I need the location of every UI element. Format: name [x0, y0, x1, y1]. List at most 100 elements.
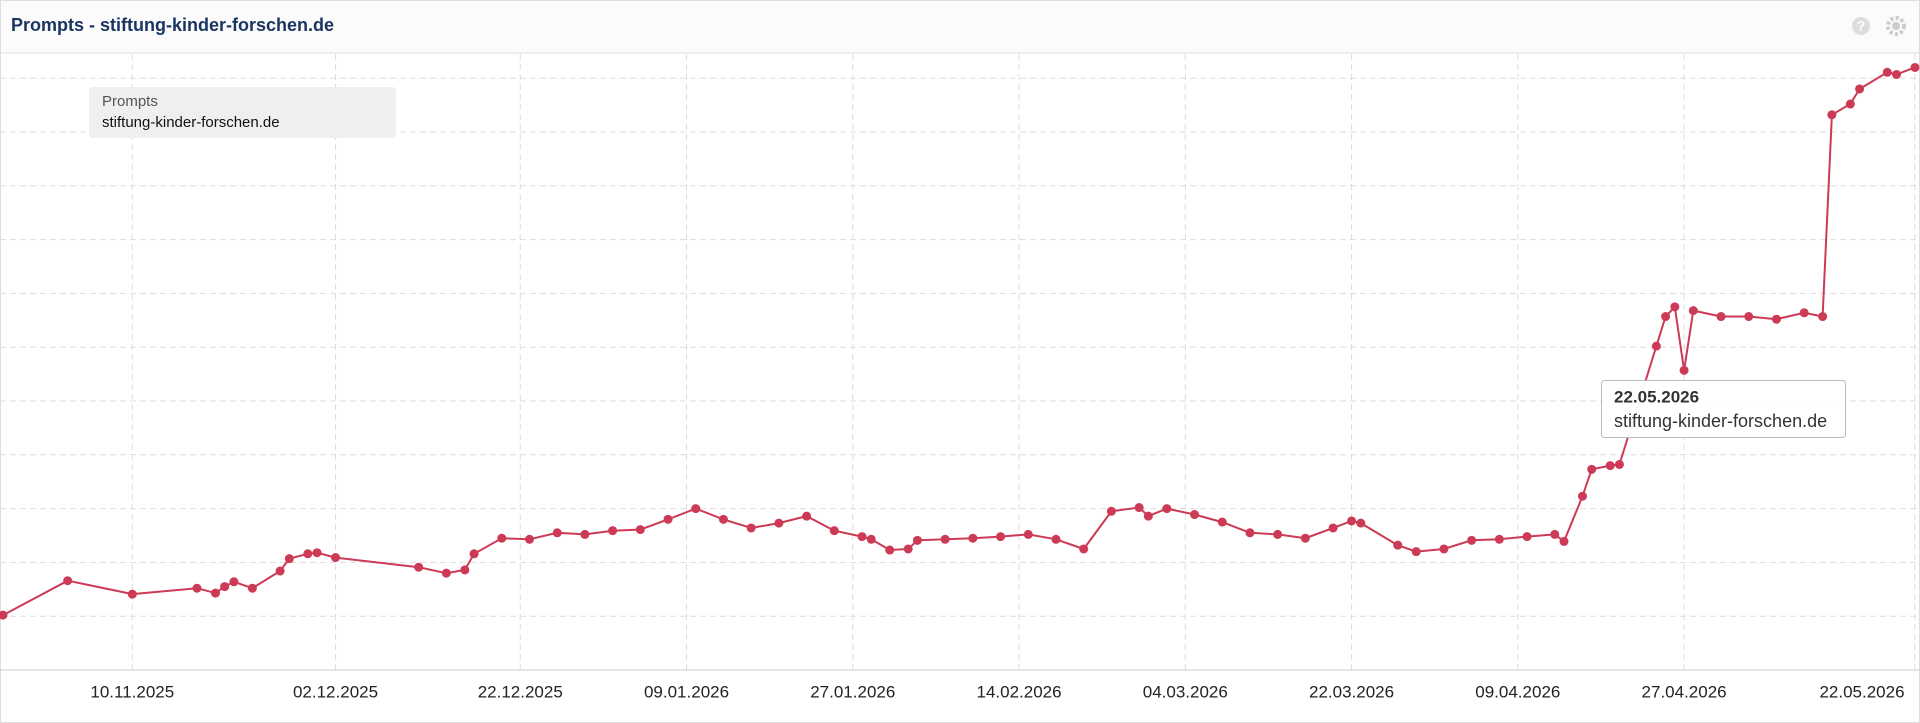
data-point	[192, 583, 202, 593]
data-point	[1550, 529, 1560, 539]
data-point	[0, 610, 8, 620]
data-point	[691, 504, 701, 514]
data-point	[1522, 532, 1532, 542]
data-point	[1162, 504, 1172, 514]
data-point	[469, 549, 479, 559]
data-point	[1827, 110, 1837, 120]
x-tick-label: 27.04.2026	[1642, 682, 1727, 701]
data-point	[1217, 517, 1227, 527]
x-tick-label: 09.04.2026	[1475, 682, 1560, 701]
data-point	[1855, 84, 1865, 94]
data-point	[1328, 523, 1338, 533]
data-point	[912, 535, 922, 545]
x-tick-label: 02.12.2025	[293, 682, 378, 701]
data-point	[1882, 67, 1892, 77]
data-point	[284, 554, 294, 564]
data-point	[303, 549, 313, 559]
data-point	[1744, 312, 1754, 322]
data-point	[746, 523, 756, 533]
tooltip: 22.05.2026 stiftung-kinder-forschen.de	[1601, 380, 1846, 438]
data-point	[802, 511, 812, 521]
data-point	[718, 514, 728, 524]
data-point	[1670, 302, 1680, 312]
header	[1, 1, 1919, 53]
data-point	[663, 514, 673, 524]
data-point	[580, 529, 590, 539]
data-point	[524, 534, 534, 544]
data-point	[1273, 529, 1283, 539]
legend-title: Prompts	[102, 93, 158, 110]
data-point	[829, 526, 839, 536]
data-point	[1910, 62, 1920, 72]
data-point	[220, 582, 230, 592]
data-point	[968, 533, 978, 543]
data-point	[441, 568, 451, 578]
data-point	[1799, 308, 1809, 318]
data-point	[414, 562, 424, 572]
data-point	[1051, 534, 1061, 544]
data-point	[1716, 312, 1726, 322]
x-tick-label: 22.12.2025	[478, 682, 563, 701]
data-point	[552, 528, 562, 538]
data-point	[1651, 341, 1661, 351]
legend-box	[89, 87, 396, 138]
data-point	[1393, 540, 1403, 550]
data-point	[1356, 518, 1366, 528]
data-point	[1023, 529, 1033, 539]
data-point	[275, 566, 285, 576]
data-point	[497, 533, 507, 543]
x-tick-label: 22.05.2026	[1819, 682, 1904, 701]
data-point	[210, 588, 220, 598]
data-point	[1605, 461, 1615, 471]
data-point	[1892, 69, 1902, 79]
x-tick-label: 04.03.2026	[1143, 682, 1228, 701]
data-point	[1411, 547, 1421, 557]
data-point	[1300, 533, 1310, 543]
data-point	[1134, 503, 1144, 513]
data-point	[460, 565, 470, 575]
data-point	[857, 532, 867, 542]
data-point	[903, 544, 913, 554]
data-point	[1143, 511, 1153, 521]
settings-icon[interactable]	[1886, 16, 1906, 36]
x-tick-label: 14.02.2026	[976, 682, 1061, 701]
tooltip-date: 22.05.2026	[1614, 387, 1699, 406]
data-point	[1577, 491, 1587, 501]
data-point	[1245, 528, 1255, 538]
tooltip-label: stiftung-kinder-forschen.de	[1614, 411, 1827, 431]
data-point	[940, 534, 950, 544]
chart-title: Prompts - stiftung-kinder-forschen.de	[11, 15, 334, 35]
data-point	[1467, 535, 1477, 545]
data-point	[247, 583, 257, 593]
data-point	[1190, 510, 1200, 520]
data-point	[866, 534, 876, 544]
data-point	[608, 526, 618, 536]
data-point	[63, 576, 73, 586]
data-point	[885, 545, 895, 555]
x-tick-label: 10.11.2025	[90, 682, 174, 701]
data-point	[1587, 464, 1597, 474]
legend-entry: stiftung-kinder-forschen.de	[102, 114, 280, 131]
data-point	[1679, 365, 1689, 375]
x-tick-label: 22.03.2026	[1309, 682, 1394, 701]
data-point	[1818, 312, 1828, 322]
data-point	[1079, 544, 1089, 554]
data-point	[312, 548, 322, 558]
data-point	[1439, 544, 1449, 554]
data-point	[1559, 536, 1569, 546]
data-point	[996, 532, 1006, 542]
data-point	[1688, 306, 1698, 316]
data-point	[331, 553, 341, 563]
data-point	[1771, 314, 1781, 324]
data-point	[1494, 534, 1504, 544]
tooltip-box	[1601, 380, 1846, 438]
data-point	[1661, 312, 1671, 322]
x-tick-label: 09.01.2026	[644, 682, 729, 701]
help-icon[interactable]: ?	[1852, 17, 1870, 35]
data-point	[127, 589, 137, 599]
data-point	[1614, 459, 1624, 469]
data-point	[1347, 516, 1357, 526]
data-point	[1845, 99, 1855, 109]
svg-text:?: ?	[1857, 18, 1866, 34]
